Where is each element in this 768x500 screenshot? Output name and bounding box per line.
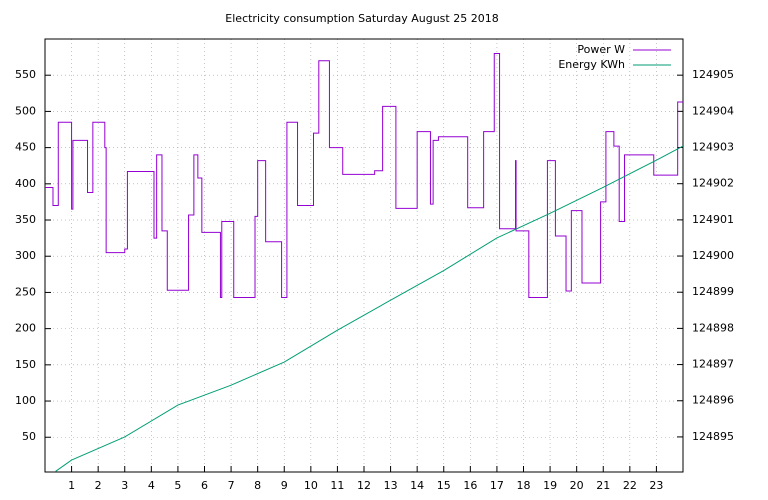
y-tick-label: 300 — [15, 249, 36, 262]
y2-tick-label: 124898 — [692, 321, 734, 334]
x-tick-label: 7 — [228, 479, 235, 492]
y2-tick-label: 124903 — [692, 141, 734, 154]
y2-tick-label: 124897 — [692, 358, 734, 371]
y2-tick-label: 124896 — [692, 394, 734, 407]
y-tick-label: 500 — [15, 104, 36, 117]
x-tick-label: 14 — [410, 479, 424, 492]
x-tick-label: 11 — [330, 479, 344, 492]
series-line — [55, 145, 684, 472]
y2-tick-label: 124900 — [692, 249, 734, 262]
series-line — [45, 52, 683, 298]
y-tick-label: 50 — [22, 430, 36, 443]
y-tick-label: 350 — [15, 213, 36, 226]
y-tick-label: 250 — [15, 285, 36, 298]
y2-tick-label: 124899 — [692, 285, 734, 298]
x-tick-label: 8 — [254, 479, 261, 492]
x-tick-label: 3 — [121, 479, 128, 492]
y-tick-label: 450 — [15, 141, 36, 154]
x-tick-label: 2 — [95, 479, 102, 492]
y-tick-label: 400 — [15, 177, 36, 190]
y2-tick-label: 124905 — [692, 68, 734, 81]
x-tick-label: 18 — [517, 479, 531, 492]
x-tick-label: 4 — [148, 479, 155, 492]
y-tick-label: 200 — [15, 322, 36, 335]
x-tick-label: 13 — [384, 479, 398, 492]
x-tick-label: 6 — [201, 479, 208, 492]
legend-label: Power W — [577, 43, 625, 56]
x-tick-label: 19 — [543, 479, 557, 492]
x-tick-label: 17 — [490, 479, 504, 492]
x-tick-label: 21 — [596, 479, 610, 492]
y2-tick-label: 124904 — [692, 104, 734, 117]
y-tick-label: 550 — [15, 68, 36, 81]
x-tick-label: 16 — [463, 479, 477, 492]
x-tick-label: 1 — [68, 479, 75, 492]
x-tick-label: 23 — [649, 479, 663, 492]
x-tick-label: 10 — [304, 479, 318, 492]
x-tick-label: 5 — [174, 479, 181, 492]
x-tick-label: 12 — [357, 479, 371, 492]
y2-tick-label: 124895 — [692, 430, 734, 443]
plot-border — [44, 38, 684, 473]
x-tick-label: 22 — [623, 479, 637, 492]
y2-tick-label: 124902 — [692, 177, 734, 190]
x-tick-label: 20 — [570, 479, 584, 492]
y-tick-label: 100 — [15, 394, 36, 407]
chart-title: Electricity consumption Saturday August … — [225, 12, 498, 25]
y-tick-label: 150 — [15, 358, 36, 371]
x-tick-label: 9 — [281, 479, 288, 492]
legend-label: Energy KWh — [558, 58, 625, 71]
x-tick-label: 15 — [437, 479, 451, 492]
y2-tick-label: 124901 — [692, 213, 734, 226]
